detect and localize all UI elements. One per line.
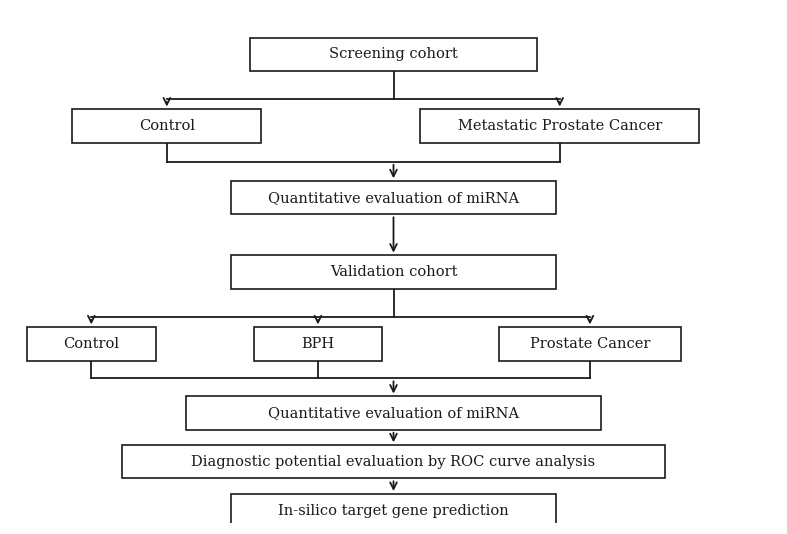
- Text: BPH: BPH: [301, 337, 334, 351]
- FancyBboxPatch shape: [499, 327, 681, 360]
- FancyBboxPatch shape: [72, 109, 261, 143]
- Text: Quantitative evaluation of miRNA: Quantitative evaluation of miRNA: [268, 406, 519, 420]
- FancyBboxPatch shape: [27, 327, 156, 360]
- FancyBboxPatch shape: [420, 109, 700, 143]
- FancyBboxPatch shape: [231, 181, 556, 215]
- Text: Diagnostic potential evaluation by ROC curve analysis: Diagnostic potential evaluation by ROC c…: [191, 455, 596, 469]
- Text: Screening cohort: Screening cohort: [329, 47, 458, 61]
- Text: Validation cohort: Validation cohort: [330, 265, 457, 279]
- Text: In-silico target gene prediction: In-silico target gene prediction: [278, 504, 509, 517]
- Text: Control: Control: [63, 337, 120, 351]
- Text: Metastatic Prostate Cancer: Metastatic Prostate Cancer: [457, 119, 662, 133]
- FancyBboxPatch shape: [231, 494, 556, 527]
- Text: Prostate Cancer: Prostate Cancer: [530, 337, 650, 351]
- Text: Quantitative evaluation of miRNA: Quantitative evaluation of miRNA: [268, 191, 519, 205]
- Text: Control: Control: [139, 119, 195, 133]
- FancyBboxPatch shape: [186, 396, 601, 430]
- FancyBboxPatch shape: [121, 445, 666, 478]
- FancyBboxPatch shape: [253, 327, 382, 360]
- FancyBboxPatch shape: [231, 255, 556, 289]
- FancyBboxPatch shape: [250, 37, 537, 71]
